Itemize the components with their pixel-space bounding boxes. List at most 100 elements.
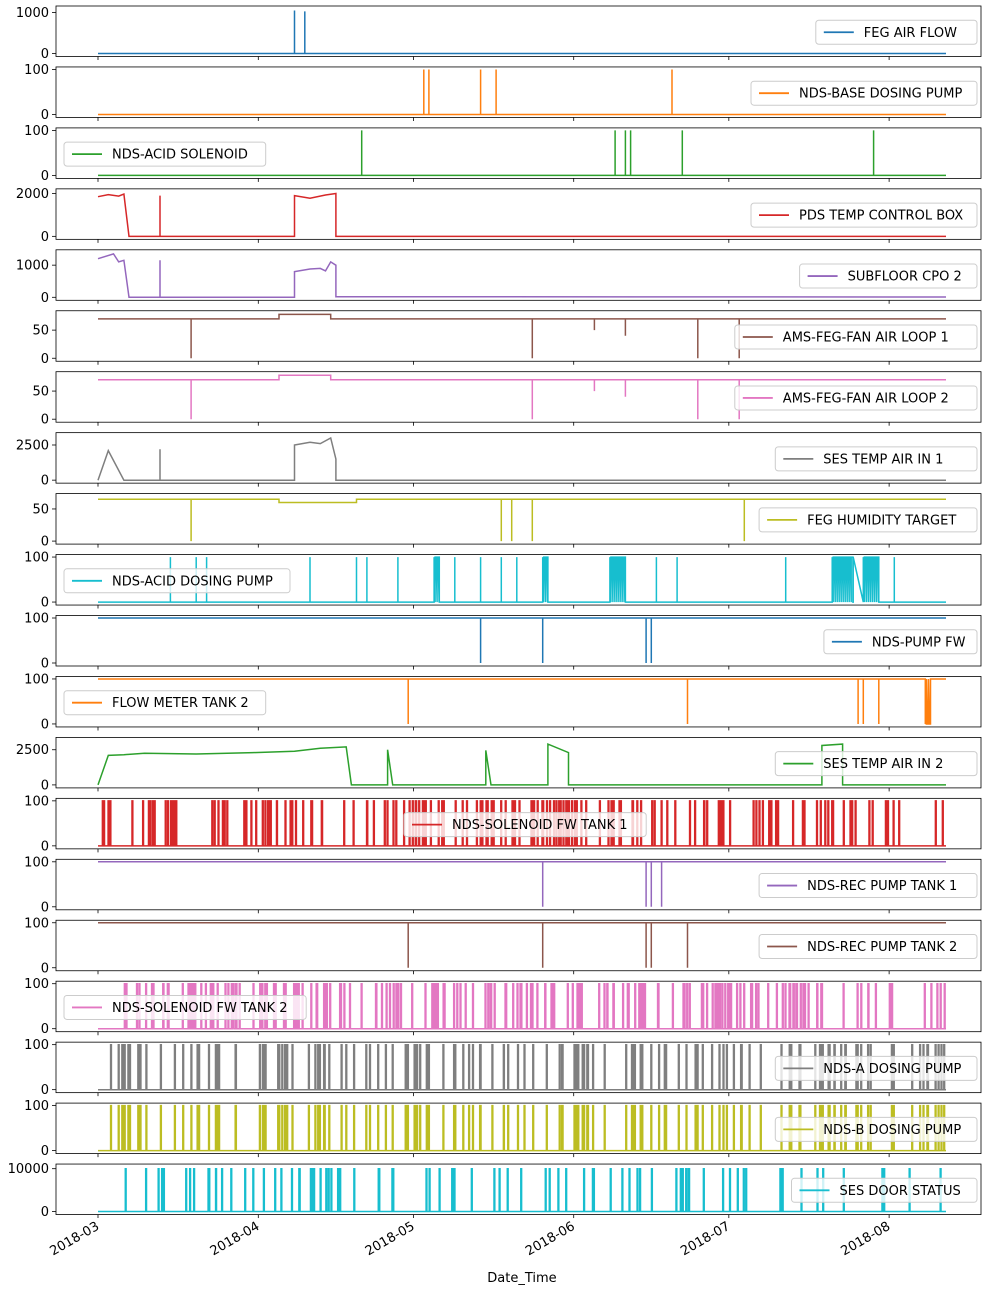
x-tick-label: 2018-07 bbox=[678, 1219, 733, 1259]
panel-frame bbox=[55, 919, 982, 972]
panel: 0 2500 SES TEMP AIR IN 2 bbox=[16, 737, 982, 793]
panel-frame bbox=[55, 797, 982, 850]
y-tick-label: 0 bbox=[41, 657, 49, 672]
legend-label: FLOW METER TANK 2 bbox=[112, 696, 249, 711]
panel: 0 100 NDS-ACID DOSING PUMP bbox=[24, 551, 982, 611]
panel: 0 50 FEG HUMIDITY TARGET bbox=[32, 493, 982, 550]
series-line bbox=[97, 192, 946, 238]
y-tick-label: 10000 bbox=[8, 1162, 49, 1177]
series-line bbox=[97, 253, 947, 299]
legend: FEG HUMIDITY TARGET bbox=[758, 507, 978, 533]
panel-frame bbox=[55, 5, 982, 57]
legend: NDS-B DOSING PUMP bbox=[774, 1116, 978, 1142]
legend-label: NDS-SOLENOID FW TANK 2 bbox=[112, 1001, 288, 1016]
panel-frame bbox=[55, 1163, 982, 1215]
y-tick-label: 0 bbox=[41, 352, 49, 367]
y-tick-label: 0 bbox=[41, 1083, 49, 1098]
legend-box bbox=[63, 690, 267, 716]
legend: NDS-REC PUMP TANK 2 bbox=[758, 934, 978, 959]
legend: NDS-BASE DOSING PUMP bbox=[750, 80, 978, 106]
legend: FEG AIR FLOW bbox=[815, 19, 978, 45]
legend-label: SES TEMP AIR IN 2 bbox=[823, 757, 943, 772]
legend-box bbox=[734, 385, 978, 411]
x-tick-label: 2018-03 bbox=[47, 1219, 102, 1259]
panel-frame bbox=[55, 249, 982, 301]
legend-label: NDS-REC PUMP TANK 2 bbox=[807, 940, 957, 955]
series-line bbox=[98, 922, 946, 968]
y-tick-label: 0 bbox=[41, 413, 49, 428]
y-tick-label: 1000 bbox=[16, 259, 49, 274]
legend-box bbox=[799, 263, 978, 289]
panel-frame bbox=[55, 554, 982, 606]
legend-label: SES TEMP AIR IN 1 bbox=[823, 452, 943, 467]
legend: NDS-ACID SOLENOID bbox=[63, 141, 267, 167]
series-line bbox=[98, 498, 946, 542]
y-tick-label: 0 bbox=[41, 1205, 49, 1220]
legend-box bbox=[774, 1116, 978, 1142]
legend-box bbox=[774, 1055, 978, 1081]
panel-frame bbox=[55, 371, 982, 423]
legend-box bbox=[815, 19, 978, 45]
series-line bbox=[98, 10, 946, 55]
panel: 0 2000 PDS TEMP CONTROL BOX bbox=[16, 187, 982, 245]
legend-box bbox=[63, 994, 307, 1020]
panel-frame bbox=[55, 310, 982, 362]
panel: 0 100 NDS-A DOSING PUMP bbox=[24, 1038, 982, 1098]
legend-label: PDS TEMP CONTROL BOX bbox=[799, 209, 963, 224]
legend-box bbox=[823, 629, 978, 655]
y-tick-label: 0 bbox=[41, 169, 49, 184]
y-tick-label: 1000 bbox=[16, 6, 49, 21]
y-tick-label: 100 bbox=[24, 63, 49, 78]
legend-box bbox=[758, 507, 978, 533]
legend: PDS TEMP CONTROL BOX bbox=[750, 202, 978, 228]
legend: FLOW METER TANK 2 bbox=[63, 690, 267, 716]
panel: 0 10000 SES DOOR STATUS bbox=[8, 1162, 982, 1220]
y-tick-label: 0 bbox=[41, 596, 49, 611]
panel: 0 100 NDS-SOLENOID FW TANK 1 bbox=[24, 794, 982, 854]
panel: 0 50 AMS-FEG-FAN AIR LOOP 2 bbox=[32, 371, 982, 428]
series-line bbox=[98, 861, 946, 907]
legend-label: NDS-PUMP FW bbox=[872, 635, 966, 650]
x-tick-label: 2018-08 bbox=[839, 1219, 894, 1259]
series-line bbox=[98, 1167, 946, 1213]
y-tick-label: 0 bbox=[41, 291, 49, 306]
y-tick-label: 0 bbox=[41, 108, 49, 123]
legend-label: SUBFLOOR CPO 2 bbox=[848, 270, 962, 285]
legend: AMS-FEG-FAN AIR LOOP 1 bbox=[734, 324, 978, 350]
y-tick-label: 2000 bbox=[16, 187, 49, 202]
legend: NDS-REC PUMP TANK 1 bbox=[758, 873, 978, 899]
legend: SES TEMP AIR IN 2 bbox=[774, 751, 978, 777]
panel: 0 50 AMS-FEG-FAN AIR LOOP 1 bbox=[32, 310, 982, 367]
panel-frame bbox=[55, 1102, 982, 1154]
panel: 0 100 NDS-REC PUMP TANK 1 bbox=[24, 855, 982, 915]
panel-frame bbox=[55, 676, 982, 728]
series-line bbox=[98, 374, 946, 420]
y-tick-label: 50 bbox=[32, 324, 49, 339]
panel-frame bbox=[55, 66, 982, 118]
series-line bbox=[98, 1043, 946, 1091]
y-tick-label: 0 bbox=[41, 47, 49, 62]
legend-label: FEG AIR FLOW bbox=[864, 26, 957, 41]
legend: AMS-FEG-FAN AIR LOOP 2 bbox=[734, 385, 978, 411]
y-tick-label: 100 bbox=[24, 1099, 49, 1114]
panel: 0 100 NDS-ACID SOLENOID bbox=[24, 124, 982, 184]
y-tick-label: 0 bbox=[41, 1144, 49, 1159]
panel: 0 100 NDS-PUMP FW bbox=[24, 612, 982, 672]
legend: SES TEMP AIR IN 1 bbox=[774, 446, 978, 472]
series-line bbox=[98, 1104, 946, 1152]
legend: NDS-A DOSING PUMP bbox=[774, 1055, 978, 1081]
legend: NDS-ACID DOSING PUMP bbox=[63, 568, 291, 594]
x-axis-label: Date_Time bbox=[487, 1271, 556, 1286]
y-tick-label: 100 bbox=[24, 612, 49, 627]
legend-label: NDS-SOLENOID FW TANK 1 bbox=[452, 818, 628, 833]
legend-box bbox=[63, 568, 291, 594]
y-tick-label: 0 bbox=[41, 1022, 49, 1037]
legend-label: NDS-ACID SOLENOID bbox=[112, 148, 248, 163]
y-tick-label: 100 bbox=[24, 1038, 49, 1053]
legend-box bbox=[758, 873, 978, 899]
legend-label: NDS-A DOSING PUMP bbox=[823, 1062, 961, 1077]
series-line bbox=[98, 617, 946, 663]
panel-frame bbox=[55, 980, 982, 1033]
